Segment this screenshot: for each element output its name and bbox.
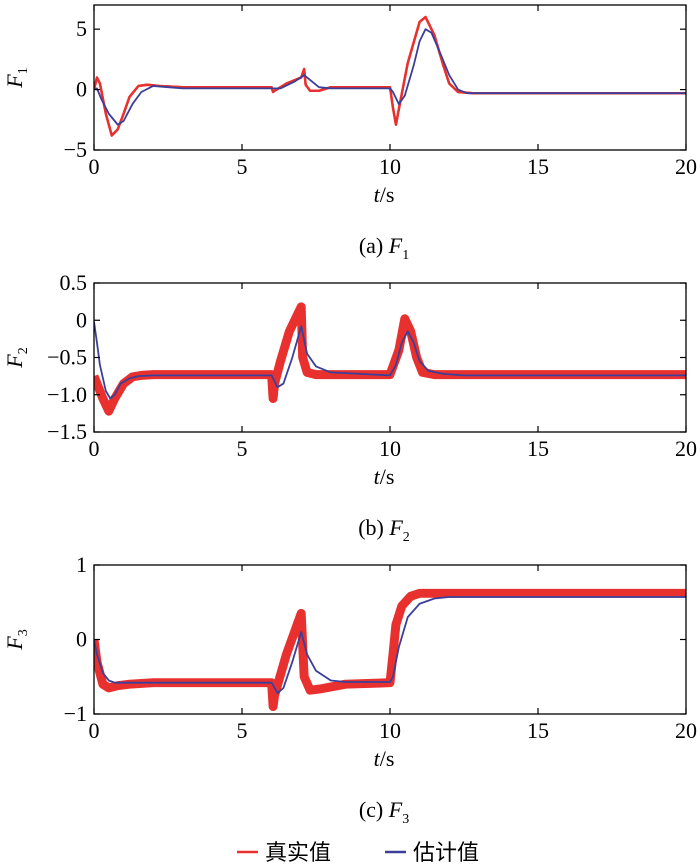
y-tick-label: 0 bbox=[76, 307, 87, 332]
series-real-band bbox=[94, 588, 686, 712]
x-tick-label: 15 bbox=[527, 154, 549, 179]
x-tick-label: 0 bbox=[89, 154, 100, 179]
plot-area bbox=[94, 302, 686, 416]
x-tick-label: 0 bbox=[89, 718, 100, 743]
y-tick-label: 0.5 bbox=[60, 270, 88, 295]
panel-caption: (a) F1 bbox=[359, 233, 409, 263]
y-axis-label: F1 bbox=[2, 67, 31, 88]
series-estimate-line bbox=[94, 28, 686, 126]
plot-frame bbox=[93, 4, 687, 151]
y-tick-label: 1 bbox=[76, 552, 87, 577]
x-tick-label: 10 bbox=[379, 436, 401, 461]
series-real-band bbox=[94, 302, 686, 416]
y-tick-label: −0.5 bbox=[47, 345, 87, 370]
y-axis-label: F2 bbox=[2, 347, 31, 368]
x-tick-label: 5 bbox=[237, 154, 248, 179]
x-tick-label: 0 bbox=[89, 436, 100, 461]
x-tick-label: 5 bbox=[237, 436, 248, 461]
y-tick-label: 0 bbox=[76, 627, 87, 652]
x-axis-label: t/s bbox=[374, 746, 395, 771]
x-axis-label: t/s bbox=[374, 182, 395, 207]
y-tick-label: 0 bbox=[76, 77, 87, 102]
y-tick-label: 5 bbox=[76, 16, 87, 41]
series-real-line bbox=[94, 592, 686, 708]
series-real-band bbox=[94, 15, 686, 137]
series-real-line bbox=[94, 15, 686, 137]
legend: 真实值 估计值 bbox=[237, 841, 479, 866]
series-estimate-line bbox=[94, 321, 686, 400]
x-tick-label: 20 bbox=[675, 154, 697, 179]
x-tick-label: 10 bbox=[379, 154, 401, 179]
series-real-line bbox=[94, 305, 686, 413]
x-tick-label: 20 bbox=[675, 718, 697, 743]
x-axis-label: t/s bbox=[374, 464, 395, 489]
legend-real-label: 真实值 bbox=[265, 841, 331, 866]
y-tick-label: −1.0 bbox=[47, 382, 87, 407]
x-tick-label: 15 bbox=[527, 718, 549, 743]
panel-caption: (c) F3 bbox=[359, 797, 409, 827]
legend-estimate-label: 估计值 bbox=[413, 841, 479, 866]
y-tick-label: −1 bbox=[64, 701, 87, 726]
y-tick-label: −5 bbox=[64, 137, 87, 162]
chart-panel-2: 0 5 10 15 20 −1.5 −1.0 −0.5 0 0.5 t/s F2 (b) F2 bbox=[2, 270, 697, 545]
x-tick-label: 5 bbox=[237, 718, 248, 743]
x-tick-label: 20 bbox=[675, 436, 697, 461]
plot-frame bbox=[93, 282, 687, 433]
x-tick-label: 10 bbox=[379, 718, 401, 743]
plot-area bbox=[94, 15, 686, 137]
y-tick-label: −1.5 bbox=[47, 419, 87, 444]
y-axis-label: F3 bbox=[2, 629, 31, 650]
panel-caption: (b) F2 bbox=[358, 515, 410, 545]
plot-area bbox=[94, 588, 686, 712]
x-tick-label: 15 bbox=[527, 436, 549, 461]
series-estimate-line bbox=[94, 596, 686, 695]
